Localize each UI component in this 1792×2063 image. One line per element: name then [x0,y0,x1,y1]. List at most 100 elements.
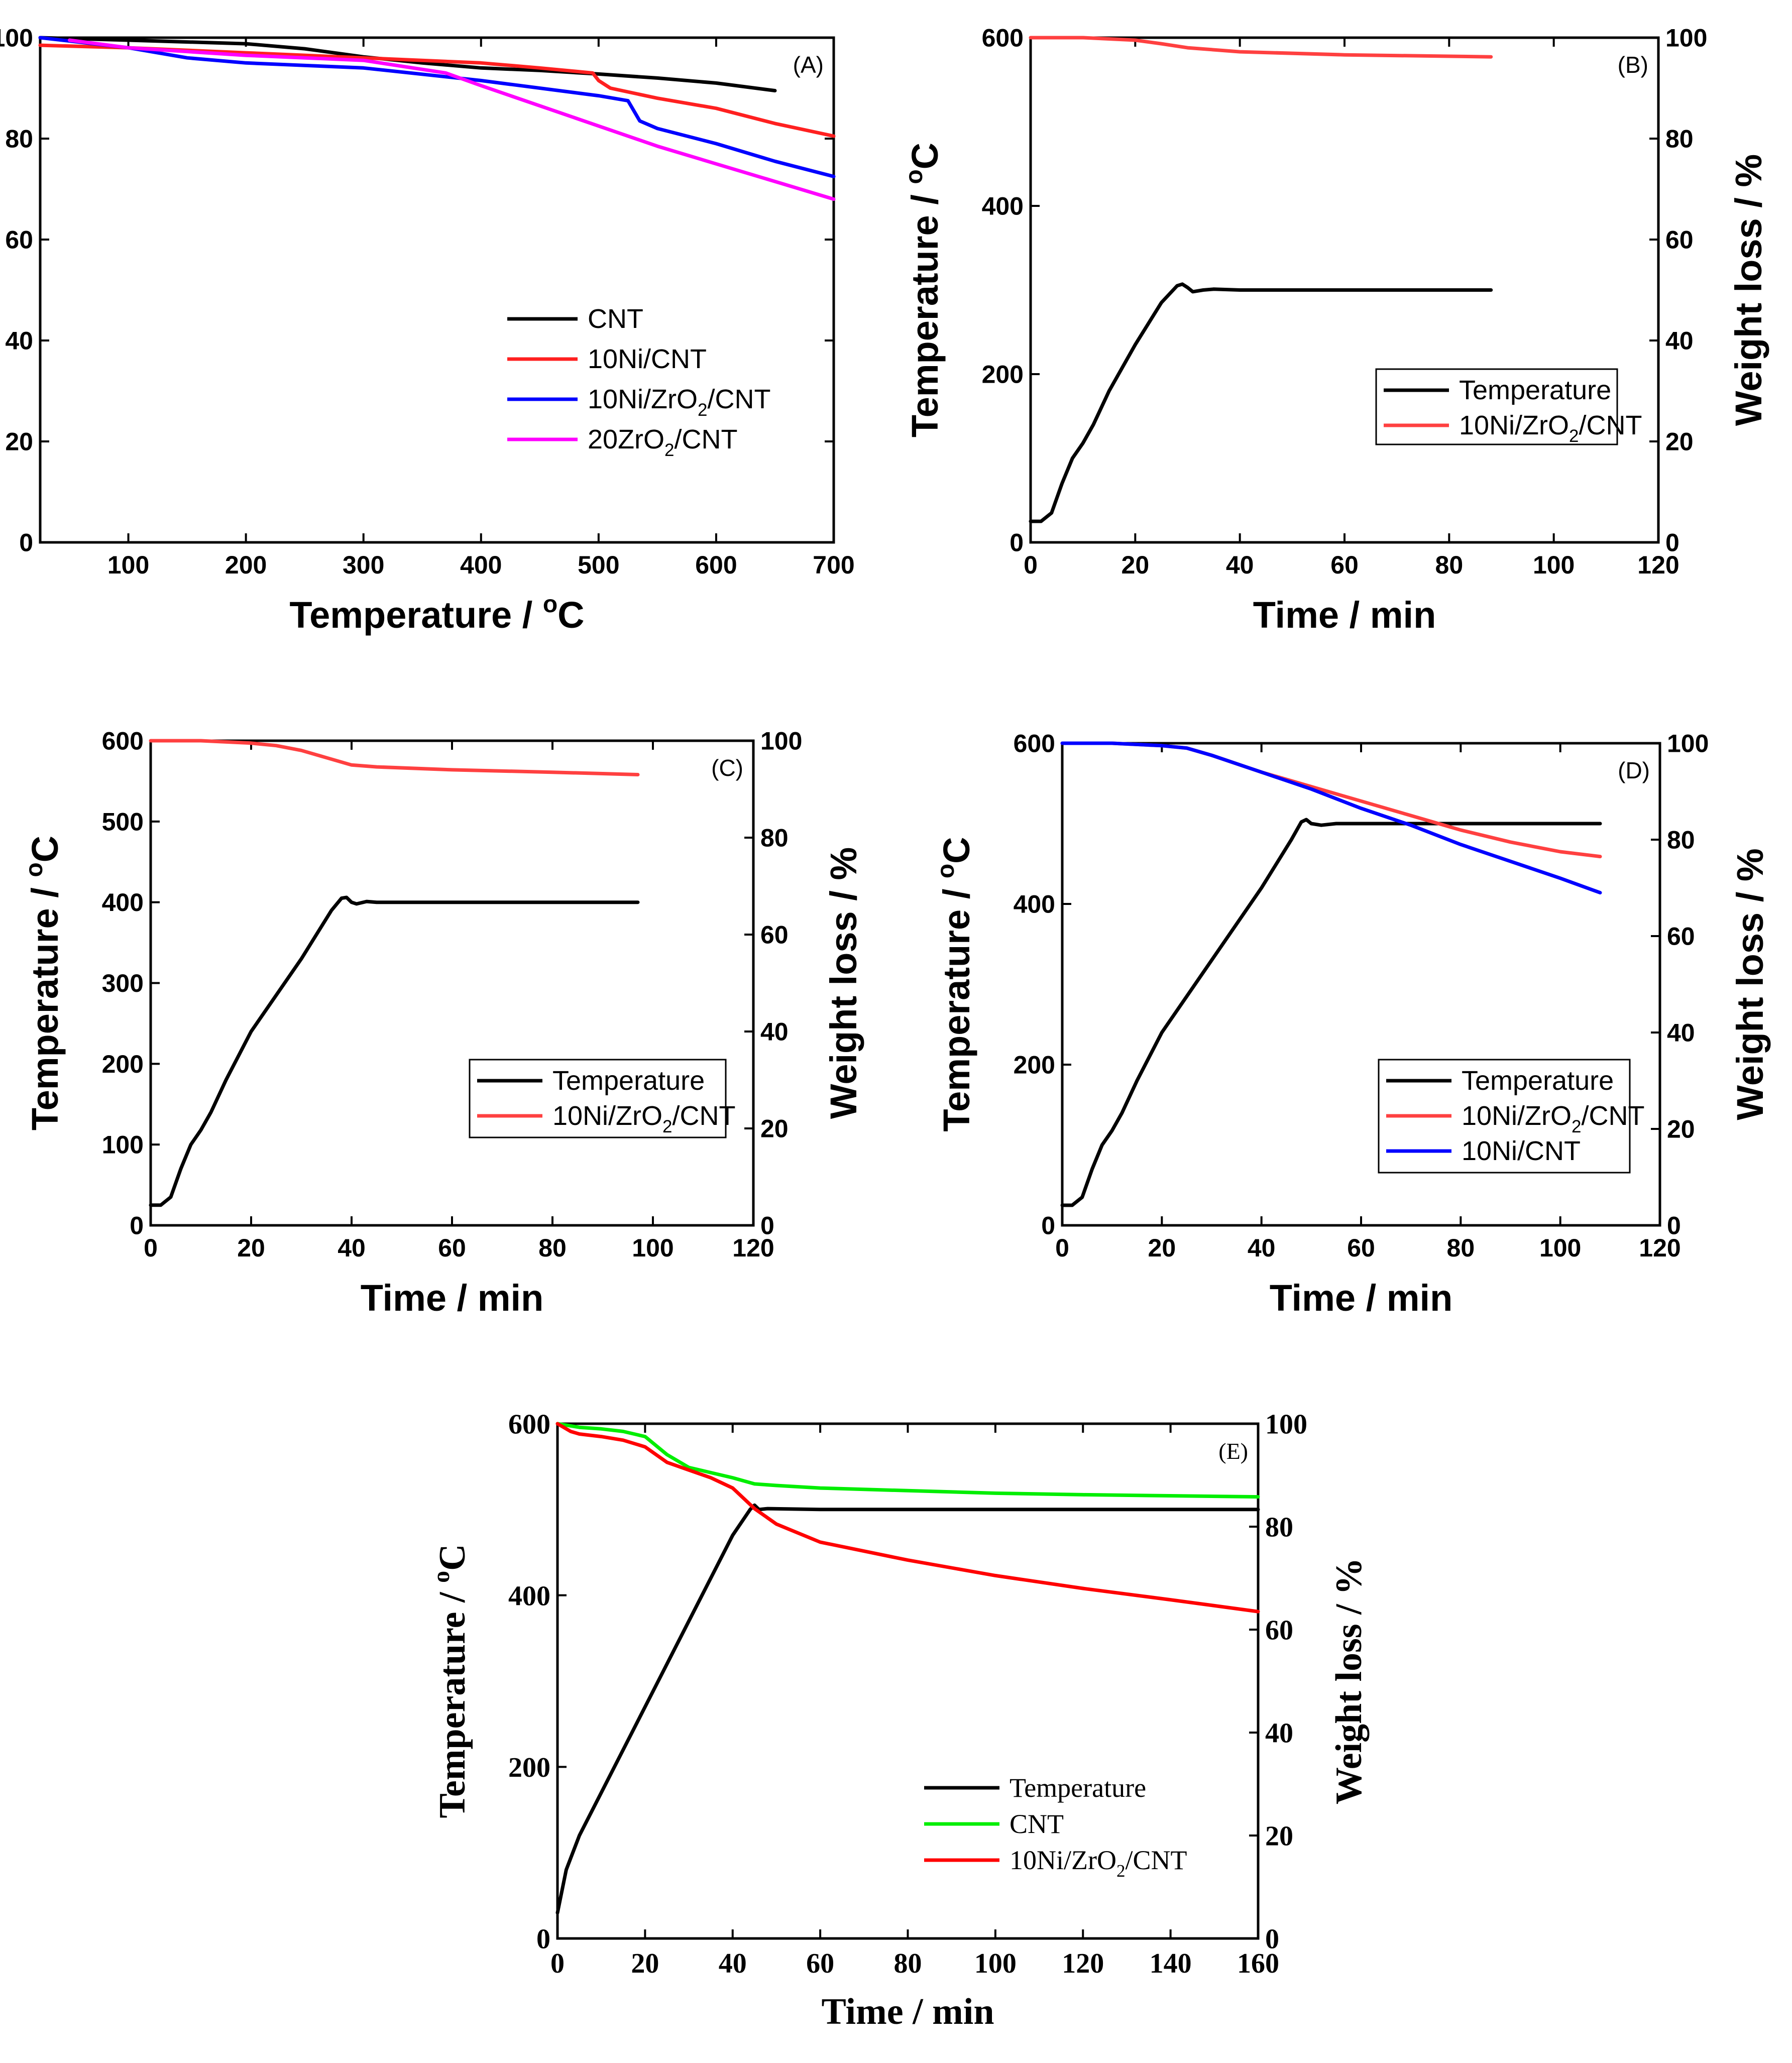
plot-frame [39,36,835,544]
y-axis-title: Temperature / oC [428,1544,473,1818]
chart-panel-b: 0 20 40 60 80 100 1200200400600020406080100Tim… [901,24,1769,636]
y2-tick-label: 40 [760,1018,789,1046]
legend-label: Temperature [1462,1066,1614,1096]
series-line-temperature [1060,818,1602,1207]
x-tick-label: 40 [719,1948,747,1979]
y2-axis-title: Weight loss / % [823,847,864,1119]
y2-tick-label: 80 [1665,125,1694,153]
x-tick-label: 500 [578,551,619,579]
x-tick-label: 140 [1150,1948,1192,1979]
legend-label: 10Ni/ZrO2/CNT [1010,1845,1187,1881]
x-tick-label: 100 [1533,551,1575,579]
y-tick-label: 500 [102,808,144,836]
legend-label: 10Ni/CNT [588,344,707,374]
y2-tick-label: 100 [1665,24,1707,52]
x-tick-label: 160 [1237,1948,1279,1979]
x-tick-label: 120 [732,1234,774,1262]
y2-tick-label: 20 [1665,428,1694,456]
y-tick-label: 0 [1041,1212,1055,1240]
legend-label: CNT [1010,1809,1064,1839]
y2-tick-label: 100 [1265,1409,1307,1440]
y-tick-label: 100 [0,24,33,52]
series-line-10ni-zro2-cnt [555,1422,1260,1614]
y2-tick-label: 60 [1667,923,1695,951]
y2-tick-label: 80 [760,824,789,852]
series-line-20zro2-cnt [68,38,836,201]
x-axis-title: Temperature / oC [289,591,584,636]
y-tick-label: 20 [5,428,33,456]
legend-label: Temperature [1459,375,1611,405]
x-tick-label: 40 [338,1234,366,1262]
series-line-temperature [1029,282,1493,523]
y-tick-label: 400 [982,192,1024,220]
x-tick-label: 120 [1639,1234,1681,1262]
legend-label: Temperature [552,1066,705,1096]
x-axis-title: Time / min [361,1277,544,1319]
y2-tick-label: 40 [1667,1019,1695,1047]
x-tick-label: 60 [806,1948,834,1979]
x-tick-label: 400 [460,551,502,579]
x-tick-label: 300 [343,551,384,579]
series-line-10ni-cnt [1060,741,1602,895]
x-tick-label: 0 [1055,1234,1069,1262]
y2-axis-title: Weight loss / % [1729,848,1771,1120]
x-tick-label: 120 [1062,1948,1104,1979]
x-tick-label: 80 [1435,551,1464,579]
y-tick-label: 300 [102,969,144,997]
y-tick-label: 0 [536,1924,550,1955]
x-tick-label: 60 [1330,551,1359,579]
x-axis-title: Time / min [822,1991,994,2032]
y-tick-label: 400 [1014,890,1055,919]
series-line-10ni-zro2-cnt [149,739,640,776]
legend-label: 10Ni/ZrO2/CNT [552,1101,736,1136]
x-tick-label: 100 [974,1948,1017,1979]
x-tick-label: 80 [894,1948,922,1979]
y-tick-label: 400 [102,888,144,916]
y2-tick-label: 40 [1265,1718,1293,1749]
y-tick-label: 600 [102,727,144,755]
y-tick-label: 600 [982,24,1024,52]
x-tick-label: 700 [813,551,854,579]
y2-tick-label: 0 [1265,1924,1279,1955]
series-line-cnt [555,1422,1260,1499]
legend-label: CNT [588,304,643,334]
y2-tick-label: 100 [760,727,802,755]
x-tick-label: 100 [632,1234,674,1262]
x-tick-label: 40 [1226,551,1254,579]
y2-tick-label: 60 [1265,1615,1293,1646]
series-line-10ni-zro2-cnt [1060,741,1602,859]
x-tick-label: 20 [237,1234,265,1262]
series-line-10ni-zro2-cnt [1029,36,1493,59]
y2-tick-label: 60 [760,921,789,949]
x-tick-label: 100 [1539,1234,1581,1262]
series-line-10ni-zro2-cnt [38,36,836,178]
x-tick-label: 20 [631,1948,659,1979]
plot-frame [149,739,755,1227]
y2-tick-label: 80 [1265,1512,1293,1543]
x-tick-label: 200 [225,551,267,579]
y-tick-label: 200 [508,1752,550,1783]
series-line-temperature [149,895,640,1207]
y2-tick-label: 0 [760,1212,774,1240]
y-tick-label: 200 [982,361,1024,389]
y2-axis-title: Weight loss / % [1328,1558,1370,1804]
y-tick-label: 200 [102,1050,144,1078]
x-axis-title: Time / min [1253,594,1436,636]
y-tick-label: 0 [19,529,33,557]
y-axis-title: Temperature / oC [901,143,946,437]
x-tick-label: 600 [695,551,737,579]
y2-tick-label: 0 [1667,1212,1681,1240]
panel-label: (B) [1618,52,1648,78]
series-line-10ni-cnt [38,43,836,138]
legend-box [469,1059,727,1138]
legend: Temperature CNT 10Ni/ZrO2/CNT [924,1773,1187,1881]
y2-tick-label: 20 [760,1115,789,1143]
y-tick-label: 600 [1014,730,1055,758]
panel-label: (C) [711,755,743,781]
x-tick-label: 80 [1447,1234,1475,1262]
y-axis-title: Temperature / oC [21,836,66,1130]
legend: Temperature 10Ni/ZrO2/CNT [1375,368,1642,446]
x-axis-title: Time / min [1270,1277,1453,1319]
chart-panel-e: 0 20 40 60 80 100 120 140 1600200400600020406080… [428,1409,1370,2032]
